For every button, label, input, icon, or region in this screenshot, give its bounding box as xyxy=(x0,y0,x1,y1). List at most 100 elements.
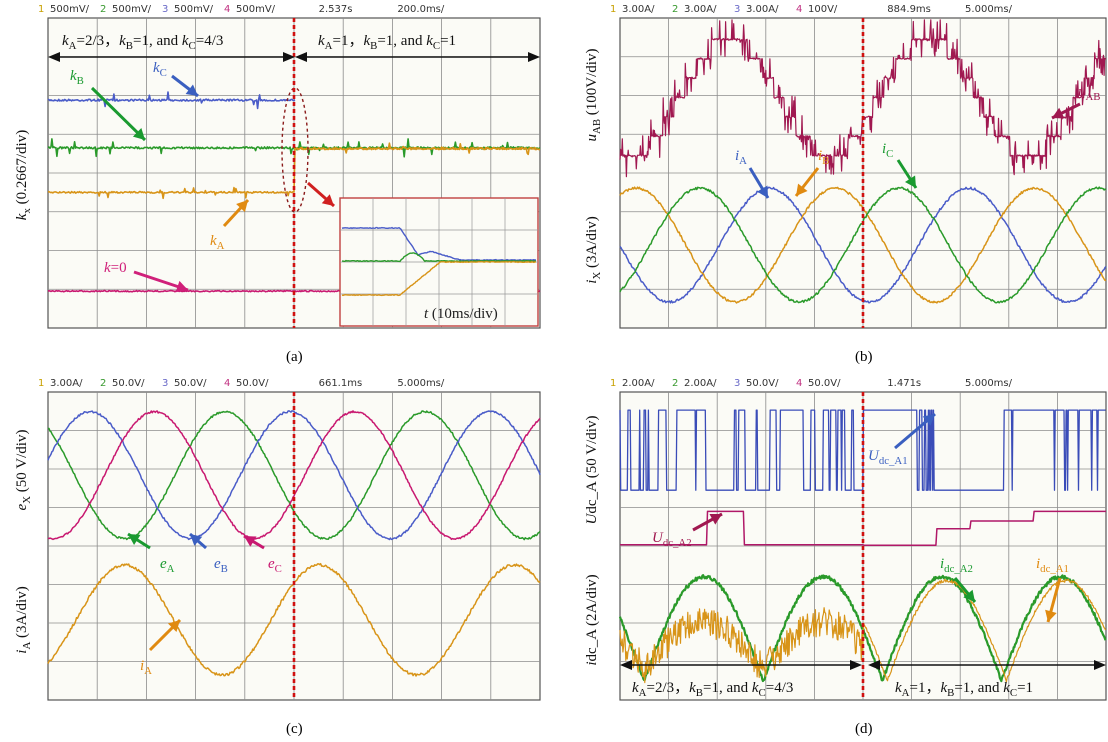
text-segment: A xyxy=(217,240,225,252)
figure: 1500mV/2500mV/3500mV/4500mV/2.537s200.0m… xyxy=(0,0,1108,742)
text-segment: (3A/div) xyxy=(584,216,600,271)
channel-scale: 3.00A/ xyxy=(622,4,655,15)
channel-number: 4 xyxy=(796,378,802,389)
text-segment: A xyxy=(639,687,647,699)
text-segment: =4/3 xyxy=(196,33,224,49)
timebase: 5.000ms/ xyxy=(397,378,445,389)
text-segment: =1 xyxy=(440,33,456,49)
channel-number: 4 xyxy=(224,4,230,15)
text-segment: C xyxy=(759,687,766,699)
text-segment: AB xyxy=(591,119,603,134)
timebase: 5.000ms/ xyxy=(965,378,1013,389)
text-segment: B xyxy=(947,687,954,699)
text-segment: A xyxy=(739,155,747,167)
text-segment: C xyxy=(886,148,893,160)
text-segment: =4/3 xyxy=(766,680,794,696)
channel-scale: 50.0V/ xyxy=(112,378,145,389)
text-segment: X xyxy=(591,272,603,280)
text-segment: dc_A (2A/div) xyxy=(584,574,600,661)
text-segment: =2/3， xyxy=(646,680,689,696)
text-segment: B xyxy=(221,563,228,575)
channel-number: 4 xyxy=(796,4,802,15)
text-segment: (0.2667/div) xyxy=(14,130,30,208)
text-segment: (10ms/div) xyxy=(428,306,498,322)
text-segment: A xyxy=(144,665,152,677)
text-segment: C xyxy=(189,40,196,52)
text-segment: X xyxy=(21,496,33,504)
channel-number: 2 xyxy=(100,378,106,389)
axis-label: idc_A (2A/div) xyxy=(584,574,600,665)
channel-scale: 50.0V/ xyxy=(236,378,269,389)
channel-scale: 500mV/ xyxy=(174,4,214,15)
text-segment: =1， xyxy=(909,680,940,696)
timebase: 661.1ms xyxy=(319,378,363,389)
channel-number: 1 xyxy=(610,378,616,389)
text-segment: =0 xyxy=(111,260,127,276)
text-segment: =1 xyxy=(1017,680,1033,696)
channel-number: 4 xyxy=(224,378,230,389)
text-segment: C xyxy=(433,40,440,52)
text-segment: A xyxy=(21,642,33,650)
channel-scale: 500mV/ xyxy=(236,4,276,15)
channel-scale: 100V/ xyxy=(808,4,838,15)
channel-number: 2 xyxy=(100,4,106,15)
text-segment: dc_A2 xyxy=(944,563,973,575)
timebase: 2.537s xyxy=(319,4,353,15)
timebase: 1.471s xyxy=(887,378,921,389)
text-segment: dc_A2 xyxy=(663,537,692,549)
text-segment: AB xyxy=(1086,91,1101,103)
text-segment: u xyxy=(584,134,600,142)
timebase: 5.000ms/ xyxy=(965,4,1013,15)
text-segment: B xyxy=(126,40,133,52)
channel-scale: 3.00A/ xyxy=(746,4,779,15)
text-segment: A xyxy=(69,40,77,52)
text-segment: C xyxy=(1010,687,1017,699)
timebase: 884.9ms xyxy=(887,4,931,15)
channel-scale: 2.00A/ xyxy=(684,378,717,389)
caption: (a) xyxy=(286,349,303,365)
text-segment: B xyxy=(696,687,703,699)
channel-number: 3 xyxy=(162,378,168,389)
channel-scale: 3.00A/ xyxy=(50,378,83,389)
text-segment: B xyxy=(822,155,829,167)
waveform-label: k=0 xyxy=(104,260,127,276)
caption: (d) xyxy=(855,721,873,737)
axis-label: iX (3A/div) xyxy=(584,216,603,283)
channel-scale: 500mV/ xyxy=(112,4,152,15)
text-segment: C xyxy=(160,67,167,79)
channel-number: 3 xyxy=(734,378,740,389)
inset-label: t (10ms/div) xyxy=(424,306,498,322)
channel-number: 3 xyxy=(162,4,168,15)
channel-scale: 3.00A/ xyxy=(684,4,717,15)
text-segment: B xyxy=(77,75,84,87)
caption: (c) xyxy=(286,721,303,737)
text-segment: dc_A1 xyxy=(879,455,908,467)
text-segment: A xyxy=(167,563,175,575)
text-segment: =1, and xyxy=(133,33,182,49)
text-segment: C xyxy=(275,563,282,575)
channel-number: 3 xyxy=(734,4,740,15)
axis-label: uAB (100V/div) xyxy=(584,49,603,142)
text-segment: A xyxy=(902,687,910,699)
channel-scale: 50.0V/ xyxy=(746,378,779,389)
text-segment: B xyxy=(370,40,377,52)
channel-number: 2 xyxy=(672,4,678,15)
channel-number: 1 xyxy=(38,378,44,389)
text-segment: dc_A (50 V/div) xyxy=(584,416,600,514)
text-segment: =1, and xyxy=(954,680,1003,696)
channel-scale: 500mV/ xyxy=(50,4,90,15)
channel-scale: 50.0V/ xyxy=(808,378,841,389)
axis-label: eX (50 V/div) xyxy=(14,430,33,511)
text-segment: dc_A1 xyxy=(1040,563,1069,575)
axis-label: Udc_A (50 V/div) xyxy=(584,416,600,525)
caption: (b) xyxy=(855,349,873,365)
text-segment: =1， xyxy=(332,33,363,49)
text-segment: (3A/div) xyxy=(14,586,30,641)
axis-label: iA (3A/div) xyxy=(14,586,33,653)
text-segment: A xyxy=(325,40,333,52)
text-segment: (100V/div) xyxy=(584,49,600,119)
channel-number: 2 xyxy=(672,378,678,389)
text-segment: =2/3， xyxy=(76,33,119,49)
text-segment: =1, and xyxy=(703,680,752,696)
text-segment: =1, and xyxy=(377,33,426,49)
